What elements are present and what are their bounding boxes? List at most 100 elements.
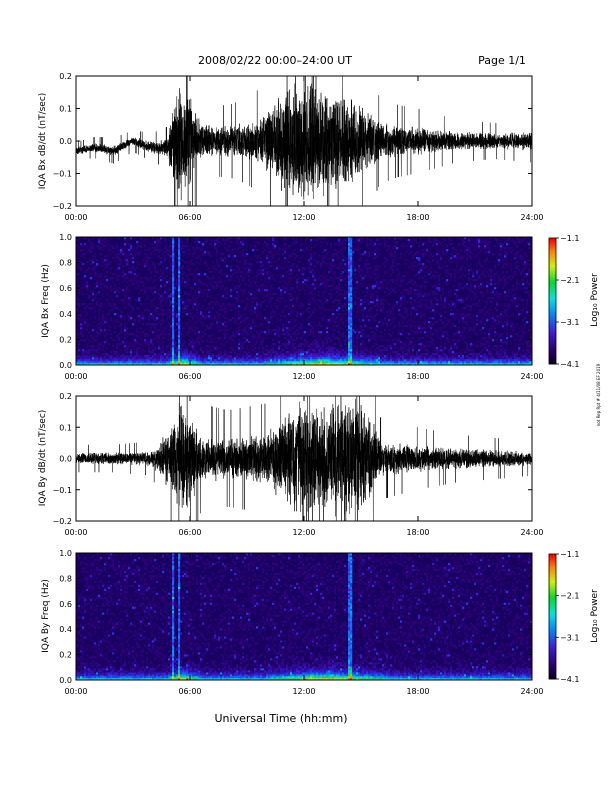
spectrogram-cell: [372, 251, 374, 253]
spectrogram-cell: [226, 247, 228, 249]
spectrogram-cell: [198, 247, 200, 249]
spectrogram-cell: [130, 283, 132, 285]
spectrogram-cell: [318, 339, 320, 341]
spectrogram-cell: [106, 241, 108, 243]
spectrogram-cell: [218, 317, 220, 319]
spectrogram-cell: [350, 251, 352, 253]
spectrogram-cell: [224, 289, 226, 291]
spectrogram-cell: [324, 333, 326, 335]
spectrogram-cell: [96, 339, 98, 341]
spectrogram-cell: [92, 359, 94, 361]
spectrogram-cell: [80, 361, 82, 363]
spectrogram-cell: [186, 249, 188, 251]
spectrogram-cell: [282, 357, 284, 359]
spectrogram-cell: [98, 333, 100, 335]
spectrogram-cell: [348, 303, 350, 305]
spectrogram-cell: [136, 335, 138, 337]
spectrogram-cell: [330, 257, 332, 259]
spectrogram-cell: [150, 327, 152, 329]
spectrogram-cell: [242, 355, 244, 357]
spectrogram-cell: [104, 259, 106, 261]
spectrogram-cell: [244, 357, 246, 359]
spectrogram-cell: [334, 265, 336, 267]
spectrogram-cell: [140, 261, 142, 263]
spectrogram-cell: [80, 267, 82, 269]
spectrogram-cell: [144, 309, 146, 311]
spectrogram-cell: [160, 347, 162, 349]
spectrogram-cell: [300, 351, 302, 353]
spectrogram-cell: [316, 351, 318, 353]
spectrogram-cell: [320, 345, 322, 347]
spectrogram-cell: [122, 353, 124, 355]
spectrogram-cell: [164, 313, 166, 315]
spectrogram-cell: [120, 333, 122, 335]
spectrogram-cell: [194, 349, 196, 351]
spectrogram-cell: [254, 255, 256, 257]
spectrogram-cell: [92, 245, 94, 247]
spectrogram-cell: [138, 245, 140, 247]
spectrogram-cell: [172, 317, 174, 319]
spectrogram-cell: [242, 353, 244, 355]
spectrogram-cell: [212, 285, 214, 287]
spectrogram-cell: [118, 249, 120, 251]
spectrogram-cell: [208, 303, 210, 305]
spectrogram-cell: [372, 357, 374, 359]
spectrogram-cell: [218, 351, 220, 353]
spectrogram-cell: [218, 245, 220, 247]
spectrogram-cell: [252, 319, 254, 321]
spectrogram-cell: [316, 339, 318, 341]
spectrogram-cell: [140, 289, 142, 291]
spectrogram-cell: [104, 335, 106, 337]
spectrogram-cell: [360, 349, 362, 351]
spectrogram-cell: [356, 315, 358, 317]
spectrogram-cell: [112, 355, 114, 357]
spectrogram-cell: [78, 325, 80, 327]
spectrogram-cell: [170, 325, 172, 327]
spectrogram-cell: [348, 273, 350, 275]
spectrogram-cell: [210, 355, 212, 357]
spectrogram-cell: [108, 255, 110, 257]
spectrogram-cell: [344, 291, 346, 293]
spectrogram-cell: [330, 269, 332, 271]
spectrogram-cell: [238, 341, 240, 343]
spectrogram-cell: [106, 355, 108, 357]
spectrogram-cell: [354, 249, 356, 251]
spectrogram-cell: [98, 239, 100, 241]
spectrogram-cell: [188, 313, 190, 315]
spectrogram-cell: [304, 343, 306, 345]
spectrogram-cell: [306, 351, 308, 353]
spectrogram-cell: [288, 257, 290, 259]
spectrogram-cell: [306, 311, 308, 313]
spectrogram-cell: [236, 275, 238, 277]
spectrogram-cell: [226, 317, 228, 319]
spectrogram-cell: [228, 361, 230, 363]
spectrogram-cell: [300, 359, 302, 361]
spectrogram-cell: [314, 297, 316, 299]
spectrogram-cell: [350, 249, 352, 251]
spectrogram-cell: [322, 333, 324, 335]
spectrogram-cell: [352, 345, 354, 347]
spectrogram-cell: [148, 355, 150, 357]
spectrogram-cell: [310, 331, 312, 333]
spectrogram-cell: [178, 357, 180, 359]
spectrogram-cell: [276, 267, 278, 269]
spectrogram-cell: [144, 355, 146, 357]
spectrogram-cell: [364, 347, 366, 349]
spectrogram-cell: [262, 355, 264, 357]
spectrogram-cell: [318, 317, 320, 319]
spectrogram-cell: [270, 315, 272, 317]
spectrogram-cell: [112, 251, 114, 253]
spectrogram-cell: [314, 277, 316, 279]
spectrogram-cell: [168, 359, 170, 361]
spectrogram-cell: [124, 257, 126, 259]
spectrogram-cell: [310, 249, 312, 251]
spectrogram-cell: [218, 241, 220, 243]
spectrogram-cell: [316, 303, 318, 305]
spectrogram-cell: [230, 351, 232, 353]
spectrogram-cell: [246, 331, 248, 333]
spectrogram-cell: [320, 339, 322, 341]
spectrogram-cell: [288, 359, 290, 361]
spectrogram-cell: [144, 243, 146, 245]
spectrogram-cell: [266, 305, 268, 307]
spectrogram-cell: [382, 279, 384, 281]
